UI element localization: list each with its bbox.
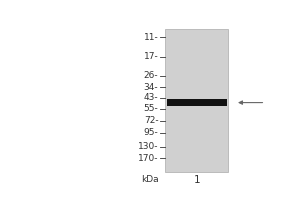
- Text: 95-: 95-: [144, 128, 158, 137]
- Text: 55-: 55-: [144, 104, 158, 113]
- Text: 11-: 11-: [144, 33, 158, 42]
- Text: kDa: kDa: [141, 175, 158, 184]
- Text: 26-: 26-: [144, 71, 158, 80]
- Bar: [165, 29, 228, 172]
- Text: 17-: 17-: [144, 52, 158, 61]
- Text: 72-: 72-: [144, 116, 158, 125]
- Bar: [167, 99, 227, 106]
- Text: 170-: 170-: [138, 154, 158, 163]
- Text: 130-: 130-: [138, 142, 158, 151]
- Text: 43-: 43-: [144, 93, 158, 102]
- Text: 34-: 34-: [144, 83, 158, 92]
- Text: 1: 1: [194, 175, 200, 185]
